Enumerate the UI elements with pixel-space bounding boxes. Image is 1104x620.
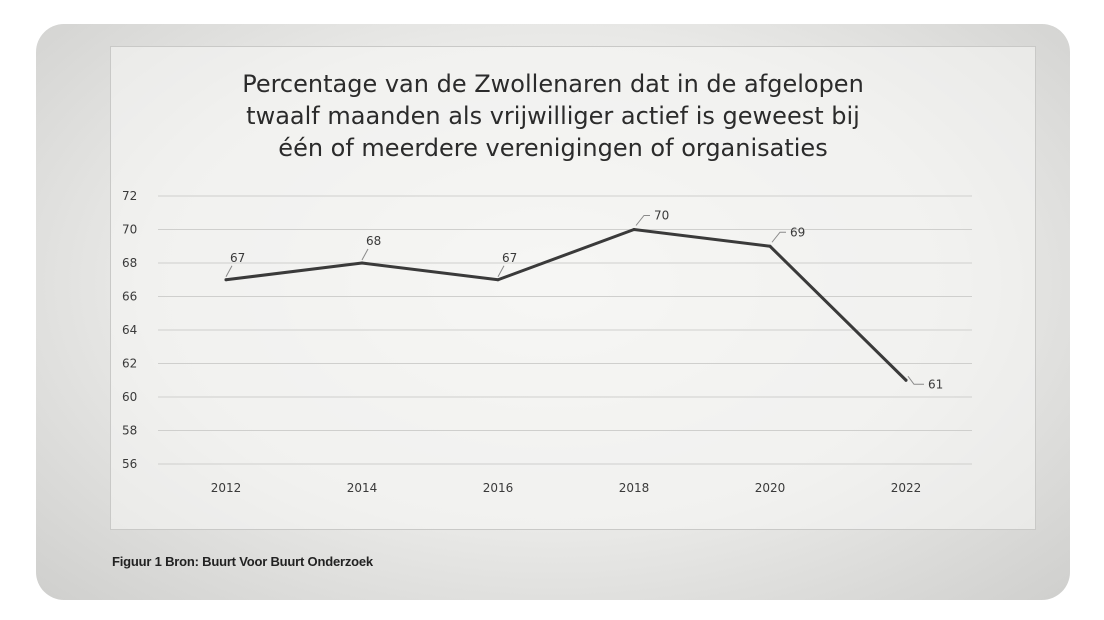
data-point xyxy=(904,378,908,382)
data-point xyxy=(360,261,364,265)
data-label-leader xyxy=(771,231,786,243)
x-tick-label: 2016 xyxy=(483,481,514,495)
figure-caption: Figuur 1 Bron: Buurt Voor Buurt Onderzoe… xyxy=(112,554,373,569)
x-tick-label: 2022 xyxy=(891,481,922,495)
data-point xyxy=(768,244,772,248)
data-point xyxy=(496,278,500,282)
y-tick-label: 72 xyxy=(122,189,137,203)
y-tick-label: 64 xyxy=(122,323,137,337)
x-tick-label: 2014 xyxy=(347,481,378,495)
y-tick-label: 70 xyxy=(122,223,137,237)
data-label: 69 xyxy=(790,225,805,239)
line-chart: 72 70 68 66 64 62 60 58 56 2012 2014 2016 2018 2020 20… xyxy=(122,189,972,495)
data-label-leader xyxy=(361,248,369,261)
y-tick-label: 66 xyxy=(122,290,137,304)
x-tick-label: 2020 xyxy=(755,481,786,495)
chart-title-line-3: één of meerdere verenigingen of organisa… xyxy=(278,134,828,162)
y-tick-label: 60 xyxy=(122,390,137,404)
y-tick-label: 62 xyxy=(122,357,137,371)
chart-title-line-2: twaalf maanden als vrijwilliger actief i… xyxy=(246,102,860,130)
series-line xyxy=(224,228,908,382)
data-label-leader xyxy=(497,265,505,277)
data-label: 70 xyxy=(654,209,669,223)
y-tick-label: 68 xyxy=(122,256,137,270)
data-label-leader xyxy=(635,215,650,226)
data-point xyxy=(632,228,636,231)
photo-backdrop: Percentage van de Zwollenaren dat in de … xyxy=(36,24,1070,600)
data-label: 67 xyxy=(230,251,245,265)
data-point xyxy=(224,278,228,282)
data-label-leader xyxy=(225,265,233,277)
data-label: 61 xyxy=(928,377,943,391)
chart-frame xyxy=(110,46,1036,530)
y-tick-label: 56 xyxy=(122,457,137,471)
data-label-leader xyxy=(907,375,924,385)
x-tick-label: 2018 xyxy=(619,481,650,495)
chart-title-line-1: Percentage van de Zwollenaren dat in de … xyxy=(242,70,864,98)
data-label: 68 xyxy=(366,234,381,248)
chart-title: Percentage van de Zwollenaren dat in de … xyxy=(36,68,1070,164)
y-tick-label: 58 xyxy=(122,424,137,438)
data-label: 67 xyxy=(502,251,517,265)
x-tick-label: 2012 xyxy=(211,481,242,495)
